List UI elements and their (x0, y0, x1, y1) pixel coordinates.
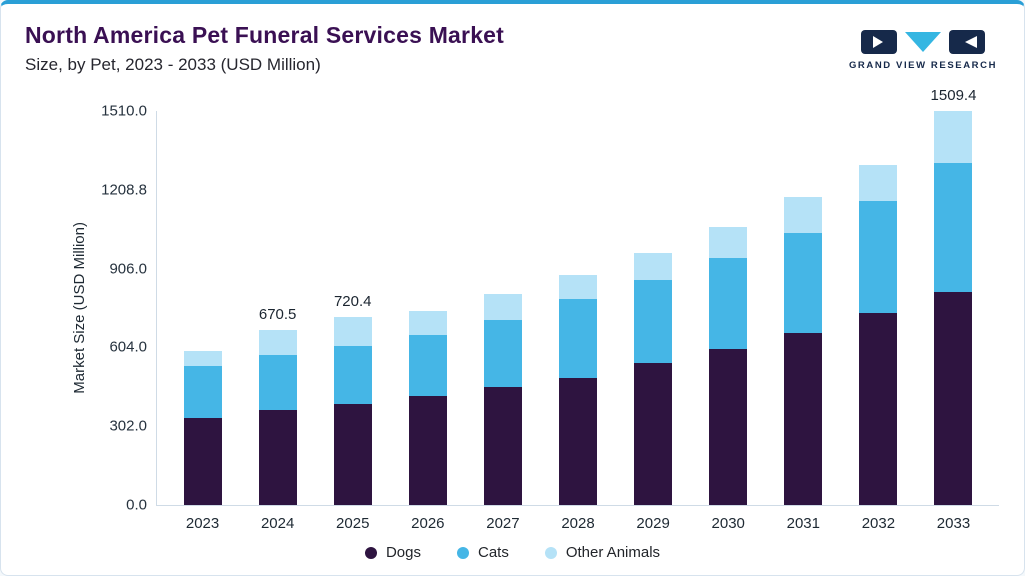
bar-segment-cats (709, 257, 748, 349)
bar-segment-dogs (784, 333, 823, 505)
bar-2032: 2032 (841, 111, 916, 532)
x-axis-label: 2029 (636, 515, 670, 532)
page-title: North America Pet Funeral Services Marke… (25, 22, 505, 48)
bar-segment-cats (408, 334, 447, 396)
legend-label: Cats (477, 544, 509, 561)
page-subtitle: Size, by Pet, 2023 - 2033 (USD Million) (25, 55, 321, 74)
bar-segment-other-animals (859, 164, 898, 202)
bar-stack (333, 111, 372, 505)
bar-segment-cats (559, 298, 598, 378)
bar-stack (483, 111, 522, 505)
x-axis-label: 2027 (486, 515, 520, 532)
legend: Dogs Cats Other Animals (1, 544, 1024, 561)
bar-stack (559, 111, 598, 505)
bar-stack (784, 111, 823, 505)
x-axis-label: 2025 (336, 515, 370, 532)
x-axis-label: 2023 (185, 515, 220, 532)
bar-segment-dogs (183, 418, 222, 505)
legend-dot (456, 546, 469, 559)
x-axis-label: 2028 (561, 515, 595, 532)
bar-segment-cats (183, 365, 222, 419)
bar-segment-dogs (408, 395, 447, 505)
bar-2030: 2030 (691, 111, 766, 532)
logo-text: GRAND VIEW RESEARCH (848, 60, 998, 71)
bar-segment-cats (483, 320, 522, 388)
bar-2029: 2029 (616, 111, 691, 532)
legend-label: Dogs (385, 544, 421, 561)
bar-segment-other-animals (408, 310, 447, 335)
bar-segment-cats (634, 279, 673, 364)
x-axis-label: 2024 (260, 515, 295, 532)
bar-segment-other-animals (483, 293, 522, 321)
bar-segment-cats (333, 345, 372, 405)
x-axis-label: 2026 (411, 515, 445, 532)
bar-value-label: 670.5 (258, 306, 297, 324)
y-tick-label: 0.0 (126, 496, 147, 514)
x-axis-label: 2032 (861, 515, 896, 532)
legend-item-other-animals: Other Animals (544, 544, 661, 561)
bar-segment-other-animals (934, 111, 973, 163)
legend-dot (364, 546, 377, 559)
bar-2025: 720.4 2025 (315, 111, 390, 532)
bar-segment-cats (934, 162, 973, 292)
plot-area: 2023 670.5 2024 720.4 2025 2026 2027 2028 2029 20… (157, 87, 999, 532)
bar-stack (183, 111, 222, 505)
bar-2033: 1509.4 2033 (916, 87, 991, 532)
legend-item-dogs: Dogs (364, 544, 421, 561)
bar-segment-cats (258, 354, 297, 411)
bar-segment-dogs (934, 291, 973, 505)
bar-2024: 670.5 2024 (240, 111, 315, 532)
y-tick-label: 906.0 (109, 260, 147, 278)
bar-segment-dogs (634, 363, 673, 505)
y-tick-label: 302.0 (109, 417, 147, 435)
x-axis-label: 2030 (711, 515, 745, 532)
x-axis-label: 2033 (936, 515, 971, 532)
bar-2027: 2027 (465, 111, 540, 532)
bar-segment-other-animals (258, 330, 297, 355)
bar-segment-cats (784, 232, 823, 334)
y-tick-label: 1208.8 (101, 181, 147, 199)
grand-view-research-logo: GRAND VIEW RESEARCH (848, 28, 998, 71)
bar-segment-cats (859, 201, 898, 313)
bar-segment-other-animals (183, 351, 222, 366)
bar-stack (634, 111, 673, 505)
legend-item-cats: Cats (456, 544, 509, 561)
bar-segment-dogs (559, 377, 598, 505)
bar-2023: 2023 (165, 111, 240, 532)
chart-area: Market Size (USD Million) 0.0 302.0 604.0 9… (71, 87, 999, 532)
bar-value-label: 1509.4 (930, 87, 977, 105)
legend-dot (544, 546, 557, 559)
bar-segment-other-animals (784, 197, 823, 233)
bar-stack (408, 111, 447, 505)
bar-segment-other-animals (559, 275, 598, 299)
bar-value-label: 720.4 (333, 293, 372, 311)
bar-segment-dogs (859, 312, 898, 505)
bar-segment-dogs (258, 410, 297, 505)
bar-2031: 2031 (766, 111, 841, 532)
bar-segment-other-animals (709, 227, 748, 258)
bar-stack (859, 111, 898, 505)
bar-2026: 2026 (390, 111, 465, 532)
bar-stack (258, 111, 297, 505)
bar-segment-dogs (483, 387, 522, 505)
bar-2028: 2028 (540, 111, 615, 532)
legend-label: Other Animals (565, 544, 661, 561)
bar-segment-other-animals (333, 317, 372, 346)
bar-segment-dogs (709, 348, 748, 505)
bar-stack (934, 111, 973, 505)
y-axis-label: Market Size (USD Million) (71, 222, 88, 394)
y-tick-label: 1510.0 (101, 102, 147, 120)
y-tick-label: 604.0 (109, 338, 147, 356)
bar-stack (709, 111, 748, 505)
x-axis-label: 2031 (786, 515, 820, 532)
logo-icon (861, 30, 985, 54)
bar-segment-other-animals (634, 253, 673, 280)
header: North America Pet Funeral Services Marke… (1, 4, 1024, 75)
bar-segment-dogs (333, 404, 372, 505)
